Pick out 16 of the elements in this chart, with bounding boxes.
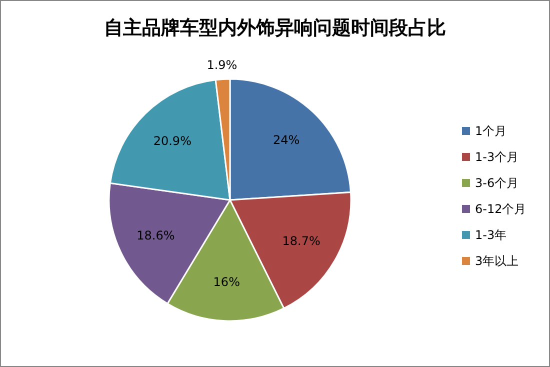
data-label: 20.9% (153, 134, 192, 148)
data-label: 16% (213, 275, 240, 290)
legend-label: 1-3个月 (475, 150, 519, 164)
legend-label: 6-12个月 (475, 202, 526, 216)
data-label: 24% (272, 132, 300, 147)
pie-slice (214, 78, 231, 201)
pie-slice (229, 78, 352, 201)
data-label: 18.6% (136, 228, 175, 242)
data-label: 1.9% (206, 58, 238, 72)
legend-label: 1个月 (475, 124, 507, 138)
legend-label: 3年以上 (475, 254, 519, 268)
chart-title: 自主品牌车型内外饰异响问题时间段占比 (104, 17, 446, 39)
data-label: 18.7% (282, 234, 320, 248)
legend-label: 1-3年 (475, 228, 507, 242)
pie-slice (109, 79, 231, 201)
legend-label: 3-6个月 (475, 176, 519, 190)
